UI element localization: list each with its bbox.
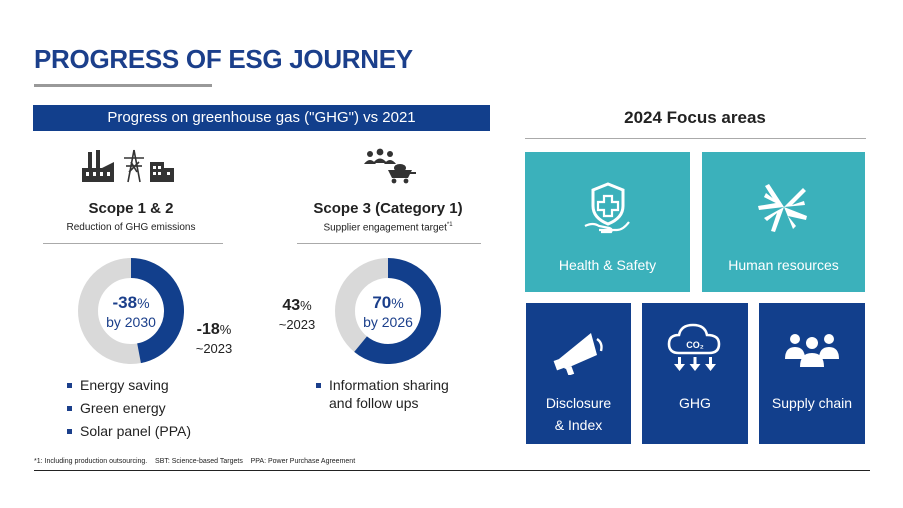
focus-tile-label-line2: & Index: [554, 417, 603, 433]
focus-tile-label: Health & Safety: [558, 257, 657, 273]
scope3-side-label: 43% ~2023: [270, 296, 324, 334]
megaphone-icon: [553, 333, 603, 375]
list-item: Information sharing: [315, 376, 449, 394]
health-shield-icon: [584, 182, 630, 234]
scope12-divider: [43, 243, 223, 244]
focus-tile-label: Supply chain: [771, 395, 853, 411]
co2-label: CO₂: [686, 340, 704, 350]
people-group-icon: [785, 334, 839, 367]
scope12-donut-value: -38: [112, 293, 138, 312]
scope12-bullet-list: Energy saving Green energy Solar panel (…: [66, 376, 191, 445]
scope3-footnote-ref: *1: [446, 222, 453, 228]
scope3-divider: [297, 243, 481, 244]
footnote: *1: Including production outsourcing. SB…: [34, 458, 356, 465]
focus-tile-label-line1: Disclosure: [545, 395, 612, 411]
scope3-donut-chart: [335, 258, 441, 364]
scope3-side-value: 43: [282, 297, 301, 314]
list-item: Solar panel (PPA): [66, 422, 191, 440]
scope12-donut-unit: %: [137, 295, 150, 311]
focus-tile-label: GHG: [679, 395, 711, 411]
scope12-subtitle: Reduction of GHG emissions: [66, 222, 196, 233]
scope3-title: Scope 3 (Category 1): [313, 200, 463, 217]
scope3-donut-unit: %: [391, 295, 404, 311]
factory-tower-building-icon: [80, 148, 176, 184]
co2-cloud-icon: CO₂: [667, 323, 721, 371]
list-item: Green energy: [66, 399, 191, 417]
scope12-donut-chart: [78, 258, 184, 364]
scope3-donut-caption: by 2026: [363, 314, 413, 330]
list-item-continuation: and follow ups: [329, 395, 419, 411]
scope3-side-caption: ~2023: [278, 317, 316, 332]
scope3-subtitle: Supplier engagement target*1: [296, 222, 480, 233]
focus-tile-health-safety: Health & Safety: [525, 152, 690, 292]
focus-tile-label: Human resources: [728, 257, 839, 273]
footer-divider: [34, 470, 870, 471]
scope12-side-caption: ~2023: [195, 341, 233, 356]
scope3-subtitle-text: Supplier engagement target: [323, 222, 447, 234]
scope3-side-unit: %: [300, 298, 312, 313]
scope3-bullet-list: Information sharing and follow ups: [315, 376, 449, 417]
scope12-side-value: -18: [196, 321, 220, 338]
list-item: Energy saving: [66, 376, 191, 394]
focus-areas-divider: [525, 138, 866, 139]
scope12-side-label: -18% ~2023: [186, 320, 242, 358]
focus-tile-human-resources: Human resources: [702, 152, 865, 292]
scope3-donut-label: 70% by 2026: [349, 293, 427, 332]
scope12-donut-caption: by 2030: [106, 314, 156, 330]
focus-tile-supply-chain: Supply chain: [759, 303, 865, 444]
people-cart-icon: [362, 148, 418, 184]
focus-tile-ghg: CO₂ GHG: [642, 303, 748, 444]
page-title: PROGRESS OF ESG JOURNEY: [34, 44, 413, 74]
joined-hands-icon: [758, 184, 807, 232]
scope3-donut-value: 70: [372, 293, 392, 312]
scope12-side-unit: %: [219, 322, 232, 337]
scope12-donut-progress: [130, 258, 184, 364]
ghg-banner: Progress on greenhouse gas ("GHG") vs 20…: [33, 105, 490, 131]
scope12-donut-label: -38% by 2030: [92, 293, 170, 332]
scope12-title: Scope 1 & 2: [88, 200, 174, 217]
scope3-donut-progress: [354, 258, 441, 364]
focus-tile-disclosure-index: Disclosure & Index: [526, 303, 631, 444]
focus-areas-title: 2024 Focus areas: [624, 108, 766, 127]
title-underline: [34, 84, 212, 87]
